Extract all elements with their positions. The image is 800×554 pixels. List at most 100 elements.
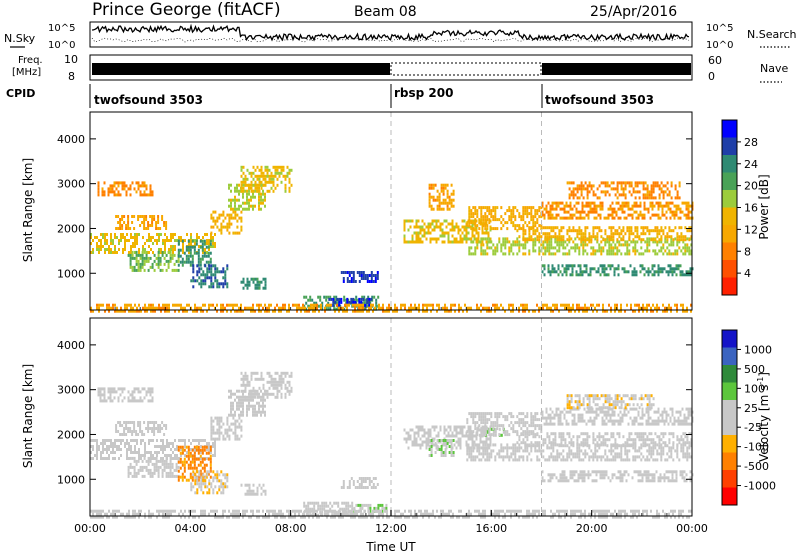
range-cell — [248, 207, 250, 211]
range-cell — [682, 252, 685, 256]
range-cell — [207, 251, 210, 255]
range-cell — [226, 422, 229, 426]
range-cell — [175, 474, 178, 478]
range-cell — [385, 506, 388, 510]
range-cell — [522, 424, 525, 428]
range-cell — [468, 412, 471, 416]
range-cell — [540, 430, 543, 434]
range-cell — [158, 248, 160, 251]
range-cell — [205, 254, 208, 258]
range-cell — [288, 303, 290, 307]
range-cell — [522, 215, 525, 219]
range-cell — [210, 434, 213, 438]
range-cell — [250, 492, 253, 496]
range-cell — [315, 301, 318, 305]
range-cell — [151, 462, 154, 466]
range-cell — [98, 306, 100, 310]
range-cell — [216, 285, 219, 289]
range-cell — [543, 267, 546, 271]
range-cell — [612, 252, 615, 256]
range-cell — [508, 215, 511, 219]
range-cell — [452, 192, 455, 196]
range-cell — [602, 181, 605, 185]
range-cell — [96, 442, 98, 445]
range-cell — [512, 430, 515, 434]
range-cell — [612, 238, 615, 242]
range-cell — [428, 439, 431, 442]
range-cell — [138, 303, 140, 307]
range-cell — [443, 219, 446, 223]
scatter-region — [566, 181, 681, 200]
range-cell — [438, 207, 441, 211]
range-cell — [480, 309, 482, 313]
range-cell — [660, 181, 663, 185]
range-cell — [234, 231, 237, 235]
range-cell — [528, 235, 531, 239]
range-cell — [608, 240, 611, 244]
range-cell — [440, 186, 443, 190]
range-cell — [360, 480, 363, 483]
range-cell — [486, 412, 489, 416]
range-cell — [684, 226, 687, 230]
range-cell — [624, 184, 627, 188]
colorbar-tick-label: 16 — [744, 202, 758, 215]
range-cell — [248, 486, 251, 490]
range-cell — [642, 252, 645, 256]
range-cell — [224, 273, 227, 277]
range-cell — [288, 383, 291, 387]
cpid-segment-label: rbsp 200 — [394, 86, 453, 100]
range-cell — [326, 303, 328, 307]
range-cell — [161, 474, 164, 478]
range-cell — [596, 226, 599, 230]
range-cell — [153, 268, 156, 272]
range-cell — [510, 221, 513, 225]
range-cell — [490, 415, 493, 419]
range-cell — [562, 238, 565, 242]
range-cell — [472, 415, 475, 419]
range-cell — [431, 222, 434, 226]
range-cell — [342, 486, 345, 489]
range-cell — [284, 383, 287, 387]
range-cell — [690, 226, 693, 230]
range-cell — [244, 371, 247, 375]
range-cell — [347, 513, 350, 517]
range-cell — [193, 457, 196, 461]
range-cell — [346, 277, 349, 280]
range-cell — [606, 181, 609, 185]
range-cell — [216, 270, 219, 274]
range-cell — [526, 215, 529, 219]
range-cell — [234, 410, 236, 414]
range-cell — [154, 309, 156, 313]
range-cell — [616, 184, 619, 188]
range-cell — [144, 454, 146, 457]
range-cell — [329, 295, 332, 299]
range-cell — [488, 240, 491, 244]
range-cell — [158, 303, 160, 307]
range-cell — [118, 439, 120, 442]
range-cell — [618, 193, 621, 197]
range-cell — [518, 412, 521, 416]
range-cell — [158, 445, 160, 448]
range-cell — [468, 221, 471, 225]
range-cell — [192, 470, 195, 474]
range-cell — [266, 189, 269, 193]
range-cell — [209, 251, 212, 255]
range-cell — [670, 235, 673, 239]
range-cell — [135, 387, 138, 391]
range-cell — [152, 303, 154, 307]
range-cell — [520, 243, 523, 247]
range-cell — [106, 457, 108, 460]
range-cell — [161, 459, 164, 463]
range-cell — [129, 462, 132, 466]
range-cell — [352, 280, 355, 283]
range-cell — [640, 246, 643, 250]
range-cell — [165, 427, 168, 430]
range-cell — [489, 225, 492, 229]
range-cell — [419, 428, 422, 432]
range-cell — [381, 506, 384, 510]
range-cell — [430, 204, 433, 208]
range-cell — [652, 187, 655, 191]
range-cell — [274, 395, 277, 399]
range-cell — [191, 460, 194, 464]
range-cell — [143, 259, 146, 263]
